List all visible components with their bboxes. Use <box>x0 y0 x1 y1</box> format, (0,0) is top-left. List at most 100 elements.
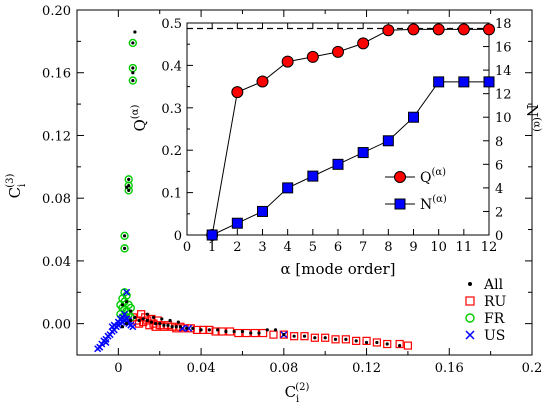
point-all <box>265 328 269 332</box>
point-all <box>120 325 125 329</box>
point-all <box>364 340 369 345</box>
point-ru <box>403 341 413 350</box>
point-all <box>313 336 317 340</box>
point-ru <box>242 328 251 338</box>
main-y-tick-label: 0.04 <box>42 255 71 270</box>
legend-marker-fr <box>465 313 475 323</box>
point-ru <box>172 324 181 333</box>
point-us <box>96 343 104 351</box>
point-ru <box>290 332 299 341</box>
inset-x-tick-label: 1 <box>208 240 216 255</box>
point-ru <box>159 322 168 331</box>
inset-left-y-axis-label: Q(α) <box>130 104 149 131</box>
point-ru <box>141 313 150 322</box>
point-all <box>292 334 296 338</box>
inset-legend-label-q: Q(α) <box>420 167 446 186</box>
point-all <box>199 328 203 332</box>
inset-x-tick-label: 4 <box>284 240 292 255</box>
point-all <box>145 312 149 316</box>
inset-x-tick-label: 6 <box>334 240 342 255</box>
main-y-tick-label: 0.00 <box>42 318 71 333</box>
main-x-tick-label: 0.2 <box>522 361 543 376</box>
point-all <box>127 188 131 192</box>
main-y-tick-label: 0.12 <box>42 129 71 144</box>
point-fr <box>124 175 133 184</box>
inset-x-tick-label: 0 <box>183 240 191 255</box>
point-all <box>125 300 129 304</box>
point-all <box>240 329 245 334</box>
legend-marker-us <box>465 330 475 340</box>
point-all <box>375 340 379 345</box>
inset-point-n <box>206 229 218 241</box>
point-us <box>129 323 137 331</box>
main-data-points <box>94 30 413 353</box>
main-x-axis-label: Ci(2) <box>285 382 310 405</box>
point-all <box>224 329 228 334</box>
point-all <box>302 334 307 338</box>
legend-label-ru: RU <box>484 294 507 310</box>
inset-right-y-tick-label: 16 <box>495 41 512 56</box>
inset-left-y-tick-label: 0.3 <box>161 102 182 117</box>
point-us <box>121 310 129 318</box>
inset-x-tick-label: 2 <box>233 240 241 255</box>
inset-point-n <box>408 111 419 123</box>
point-ru <box>211 327 220 336</box>
point-all <box>185 326 189 330</box>
point-fr <box>120 231 129 241</box>
point-ru <box>279 330 288 339</box>
main-x-tick-label: 0 <box>114 361 122 376</box>
point-all <box>273 328 278 332</box>
point-ru <box>269 330 278 339</box>
inset-left-y-tick-label: 0 <box>174 229 182 244</box>
point-all <box>249 331 253 335</box>
point-all <box>160 317 164 321</box>
point-all <box>176 320 180 324</box>
point-ru <box>250 328 259 338</box>
inset-right-y-tick-label: 2 <box>495 205 503 220</box>
inset-left-y-tick-label: 0.1 <box>161 187 182 202</box>
point-all <box>131 71 135 75</box>
legend-marker-ru <box>465 296 475 306</box>
point-all <box>170 325 174 329</box>
inset-plot-frame <box>186 22 490 236</box>
inset-left-y-tick-label: 0.2 <box>161 144 182 159</box>
inset-ticks: 0 1 2 3 4 5 6 7 8 9 10 11 1200.10.20.30.40.502468101… <box>161 17 511 255</box>
point-all <box>232 329 236 334</box>
inset-right-y-tick-label: 4 <box>495 182 503 197</box>
point-all <box>129 318 133 323</box>
point-ru <box>341 335 350 344</box>
point-ru <box>331 335 340 344</box>
point-ru <box>395 339 404 349</box>
point-all <box>125 322 129 326</box>
point-all <box>127 177 131 181</box>
inset-right-y-tick-label: 10 <box>495 111 512 126</box>
inset-point-q <box>407 23 420 36</box>
point-us <box>185 324 193 332</box>
point-all <box>122 246 127 250</box>
point-all <box>133 315 137 319</box>
inset-x-tick-label: 12 <box>481 240 498 255</box>
point-all <box>122 234 127 238</box>
inset-x-tick-label: 11 <box>456 240 473 255</box>
inset-x-tick-label: 7 <box>359 240 367 255</box>
point-all <box>133 30 137 34</box>
main-y-tick-label: 0.20 <box>42 4 71 19</box>
inset-x-axis-label: α [mode order] <box>281 260 396 278</box>
point-all <box>162 323 166 327</box>
inset-right-y-axis-label: N(α) <box>523 104 542 132</box>
inset-point-n <box>458 76 470 88</box>
point-ru <box>300 332 309 341</box>
inset-point-q <box>357 37 370 50</box>
inset-point-q <box>306 50 319 63</box>
inset-point-q <box>432 23 445 36</box>
point-all <box>153 322 158 326</box>
point-all <box>354 339 358 343</box>
inset-right-y-tick-label: 14 <box>495 64 512 79</box>
point-all <box>141 317 145 321</box>
inset-data <box>187 23 495 241</box>
point-all <box>282 333 286 337</box>
inset-left-y-tick-label: 0.4 <box>161 59 182 74</box>
inset-point-n <box>433 76 445 88</box>
